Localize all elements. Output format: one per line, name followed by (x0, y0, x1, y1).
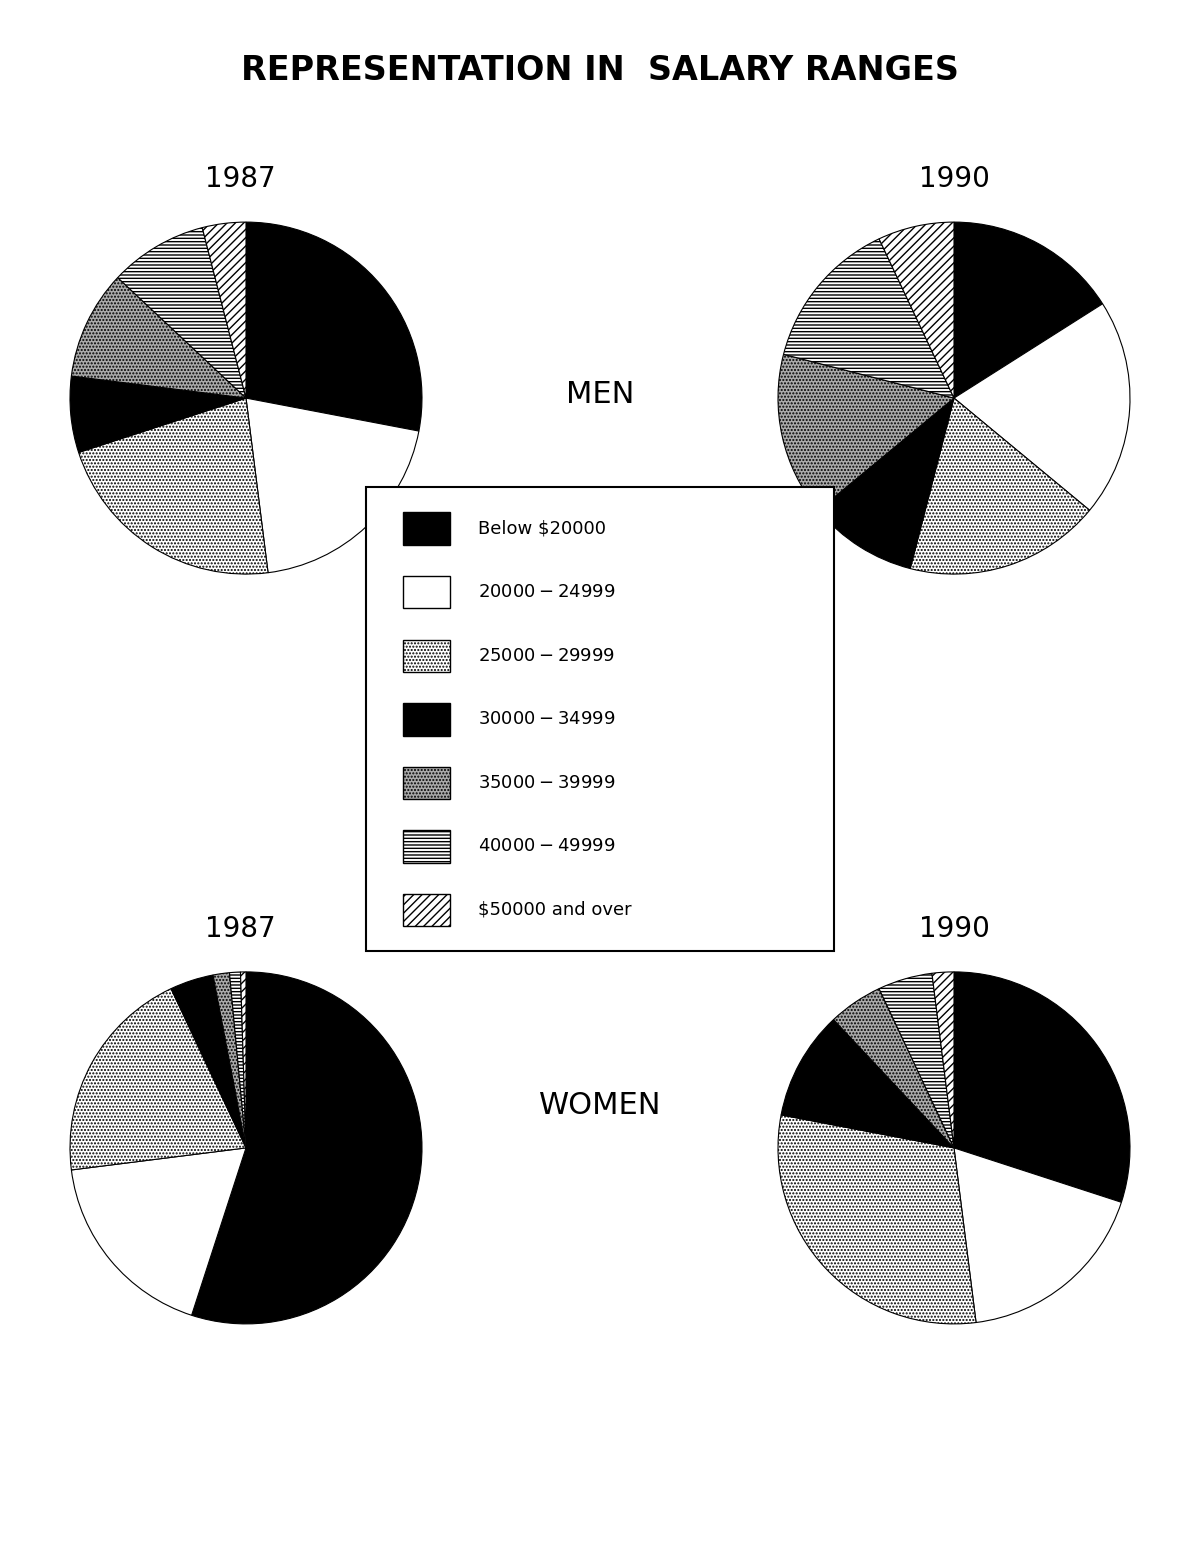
Wedge shape (932, 972, 954, 1147)
Wedge shape (229, 972, 246, 1147)
Wedge shape (71, 278, 246, 397)
Wedge shape (70, 376, 246, 453)
Text: REPRESENTATION IN  SALARY RANGES: REPRESENTATION IN SALARY RANGES (241, 54, 959, 87)
Wedge shape (172, 976, 246, 1147)
Wedge shape (818, 397, 954, 569)
Wedge shape (880, 974, 954, 1147)
Text: 1990: 1990 (918, 165, 990, 193)
FancyBboxPatch shape (403, 767, 450, 799)
FancyBboxPatch shape (403, 894, 450, 926)
Wedge shape (240, 972, 246, 1147)
Wedge shape (834, 988, 954, 1147)
Text: Below $20000: Below $20000 (479, 519, 606, 538)
Wedge shape (203, 223, 246, 397)
FancyBboxPatch shape (403, 577, 450, 609)
Wedge shape (778, 354, 954, 510)
Text: $50000 and over: $50000 and over (479, 901, 632, 918)
Wedge shape (79, 397, 268, 574)
Text: $40000-$49999: $40000-$49999 (479, 838, 616, 855)
Text: $25000-$29999: $25000-$29999 (479, 646, 616, 665)
Text: MEN: MEN (566, 380, 634, 408)
Wedge shape (954, 1147, 1121, 1322)
FancyBboxPatch shape (403, 830, 450, 863)
FancyBboxPatch shape (403, 703, 450, 736)
Wedge shape (71, 1147, 246, 1316)
Wedge shape (778, 1115, 976, 1323)
Wedge shape (781, 1020, 954, 1147)
Wedge shape (118, 227, 246, 397)
Wedge shape (246, 397, 419, 572)
Text: 1987: 1987 (205, 165, 275, 193)
Wedge shape (911, 397, 1090, 574)
Wedge shape (246, 223, 422, 431)
FancyBboxPatch shape (403, 512, 450, 544)
FancyBboxPatch shape (403, 640, 450, 673)
Wedge shape (880, 223, 954, 397)
Text: 1990: 1990 (918, 915, 990, 943)
Wedge shape (954, 223, 1103, 397)
Text: $20000-$24999: $20000-$24999 (479, 583, 616, 601)
Wedge shape (784, 238, 954, 397)
Wedge shape (192, 972, 422, 1323)
Wedge shape (70, 988, 246, 1170)
Text: 1987: 1987 (205, 915, 275, 943)
Wedge shape (954, 305, 1130, 510)
Text: $30000-$34999: $30000-$34999 (479, 710, 616, 728)
Wedge shape (954, 972, 1130, 1203)
Text: $35000-$39999: $35000-$39999 (479, 775, 616, 792)
Wedge shape (214, 972, 246, 1147)
Text: WOMEN: WOMEN (539, 1091, 661, 1119)
